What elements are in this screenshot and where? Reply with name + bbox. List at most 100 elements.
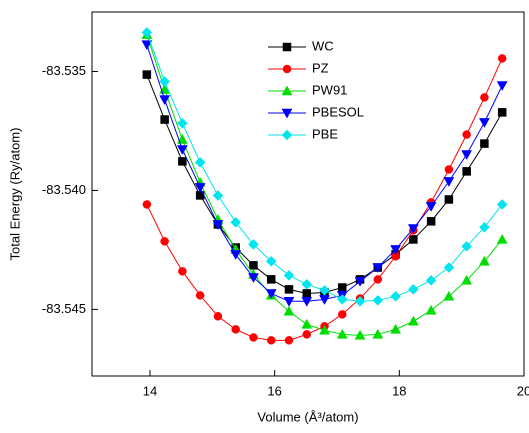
data-point (141, 40, 153, 51)
data-point (249, 261, 258, 270)
x-tick-label: 20 (517, 383, 529, 398)
data-point (354, 329, 366, 340)
data-point (372, 328, 384, 339)
legend-label: PZ (312, 60, 329, 75)
data-point (390, 290, 401, 302)
data-point (478, 118, 490, 128)
data-point (407, 284, 419, 295)
data-point (443, 262, 455, 273)
data-point (283, 297, 295, 307)
data-point (266, 336, 276, 345)
data-point (212, 190, 224, 201)
data-point (497, 108, 507, 117)
data-point (142, 70, 152, 79)
data-point (461, 150, 473, 161)
data-point (284, 285, 294, 294)
data-point (301, 279, 313, 290)
data-point (249, 333, 258, 342)
data-point (265, 255, 277, 267)
x-tick-label: 18 (392, 383, 406, 398)
data-point (409, 235, 418, 244)
data-point (319, 324, 330, 335)
data-point (301, 318, 313, 329)
data-point (354, 295, 366, 307)
data-point (248, 273, 259, 284)
data-point (462, 130, 471, 139)
x-axis-title: Volume (Å³/atom) (257, 409, 358, 424)
data-point (319, 284, 330, 296)
data-point (301, 297, 313, 307)
data-point (443, 177, 455, 187)
x-tick-label: 16 (267, 383, 281, 398)
data-point (496, 199, 508, 210)
data-point (283, 270, 295, 281)
y-tick-label: -83.535 (42, 63, 86, 78)
data-point (407, 224, 419, 235)
data-point (338, 310, 347, 319)
data-point (390, 245, 402, 255)
legend-marker (281, 108, 293, 119)
legend-marker (281, 129, 293, 141)
data-point (302, 289, 312, 298)
legend-label: PBESOL (312, 104, 364, 119)
data-point (159, 76, 170, 87)
data-point (407, 315, 419, 326)
data-point (159, 95, 171, 106)
data-point (462, 167, 471, 176)
data-point (425, 275, 437, 286)
data-point (213, 312, 223, 321)
data-point (372, 294, 384, 306)
data-point (373, 275, 383, 284)
data-point (177, 117, 188, 129)
legend-marker (282, 64, 292, 74)
data-point (479, 221, 490, 233)
data-point (336, 328, 348, 339)
data-point (480, 139, 489, 148)
legend-label: PBE (312, 126, 338, 141)
data-point (461, 240, 473, 252)
data-point (372, 263, 384, 274)
data-point (461, 274, 473, 285)
data-point (336, 294, 348, 305)
data-point (194, 183, 206, 193)
data-point (195, 291, 205, 300)
data-point (497, 54, 507, 63)
y-tick-label: -83.545 (42, 301, 86, 316)
plot-frame (91, 11, 525, 377)
data-point (231, 325, 240, 334)
data-point (283, 305, 295, 316)
legend-marker (281, 85, 293, 96)
data-point (338, 283, 347, 292)
data-point (142, 200, 152, 209)
data-point (496, 81, 508, 92)
data-point (230, 216, 242, 228)
data-point (248, 239, 259, 250)
data-point (444, 165, 454, 174)
data-point (478, 255, 490, 266)
data-point (354, 277, 366, 287)
data-point (178, 267, 187, 276)
x-tick-label: 14 (143, 383, 157, 398)
data-point (390, 323, 402, 334)
data-point (178, 157, 187, 166)
y-tick-label: -83.540 (42, 182, 86, 197)
legend-label: PW91 (312, 82, 347, 97)
data-point (480, 93, 489, 102)
y-axis-title: Total Energy (Ry/atom) (7, 128, 22, 261)
legend-label: WC (312, 38, 334, 53)
data-point (160, 115, 169, 124)
data-point (443, 290, 455, 301)
data-point (230, 250, 242, 260)
data-point (141, 27, 153, 38)
data-point (302, 330, 312, 339)
legend-marker (282, 42, 292, 52)
data-point (194, 157, 206, 168)
data-point (176, 145, 188, 156)
data-point (212, 220, 224, 230)
data-point (425, 202, 437, 212)
data-point (496, 233, 508, 244)
data-point (284, 336, 294, 345)
data-point (160, 237, 169, 246)
data-point (426, 217, 436, 226)
